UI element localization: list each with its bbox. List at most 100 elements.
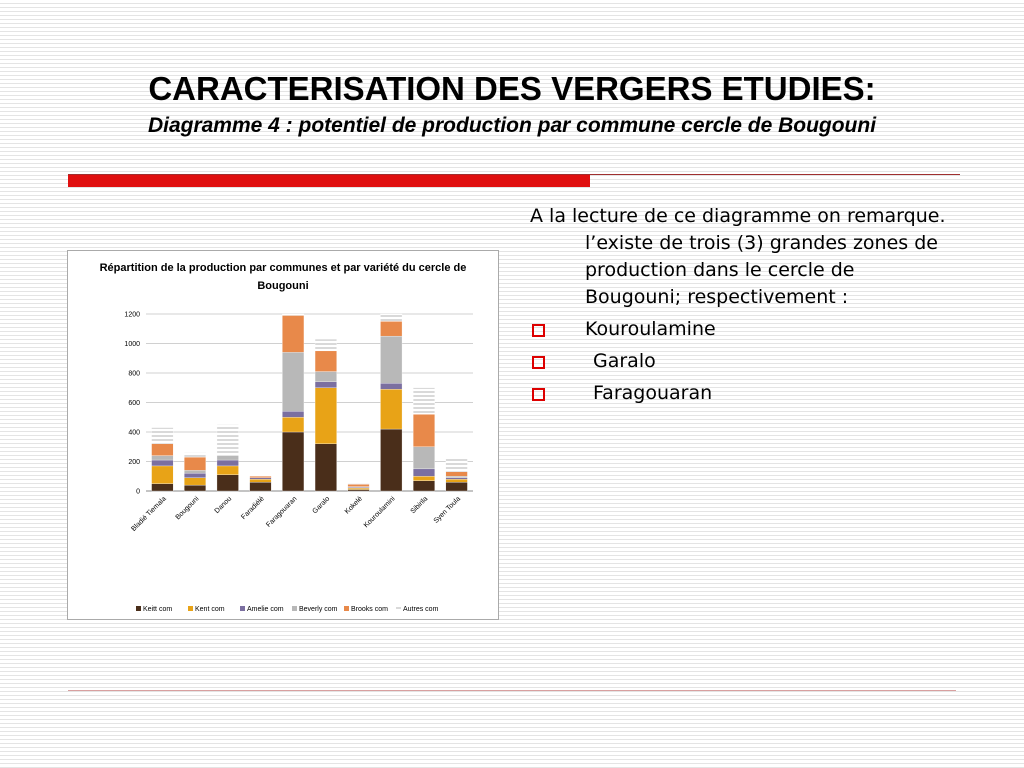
body-text: A la lecture de ce diagramme on remarque… — [530, 203, 950, 407]
bar-segment — [380, 383, 403, 390]
legend-swatch — [396, 606, 401, 611]
bar-segment — [347, 484, 370, 487]
bullet-text: Garalo — [593, 350, 656, 372]
x-tick-label: Kouroulamini — [363, 495, 397, 529]
bar-segment — [347, 483, 370, 485]
bar-segment — [314, 443, 337, 492]
bar-segment — [151, 455, 174, 461]
legend-label: Keitt com — [143, 606, 172, 613]
bar-segment — [282, 315, 305, 353]
bar-segment — [151, 465, 174, 484]
bullet-text: Faragouaran — [593, 382, 713, 404]
bullet: Faragouaran — [530, 380, 950, 407]
legend-swatch — [292, 606, 297, 611]
bar-segment — [184, 473, 206, 478]
y-tick-label: 400 — [128, 430, 140, 437]
x-tick-label: Danou — [214, 495, 234, 515]
bar-segment — [380, 321, 403, 337]
bullet-icon — [532, 388, 545, 401]
bar-segment — [445, 477, 468, 480]
bar-segment — [445, 476, 468, 478]
bar-segment — [184, 456, 206, 471]
legend-swatch — [240, 606, 245, 611]
y-tick-label: 200 — [128, 459, 140, 466]
bar-segment — [216, 455, 239, 461]
legend-label: Brooks com — [351, 606, 388, 613]
bar-segment — [184, 477, 206, 486]
y-tick-label: 1200 — [124, 312, 140, 319]
bar-segment — [380, 335, 403, 384]
bar-segment — [413, 446, 435, 470]
bar-segment — [151, 427, 174, 444]
bullet: Garalo — [530, 348, 950, 375]
bar-segment — [380, 428, 403, 492]
bar-segment — [413, 387, 435, 415]
y-tick-label: 0 — [136, 489, 140, 496]
red-bar — [68, 175, 590, 187]
bar-segment — [380, 389, 403, 430]
bar-segment — [282, 431, 305, 492]
title-rule — [68, 174, 960, 175]
legend-swatch — [188, 606, 193, 611]
bullet-icon — [532, 356, 545, 369]
bar-segment — [314, 350, 337, 372]
footer-rule — [68, 690, 956, 691]
x-tick-label: Faradiélé — [240, 495, 266, 521]
y-tick-label: 600 — [128, 400, 140, 407]
bar-segment — [445, 471, 468, 477]
slide-subtitle: Diagramme 4 : potentiel de production pa… — [147, 114, 877, 137]
x-tick-label: Bougouni — [175, 495, 201, 521]
bar-segment — [216, 474, 239, 492]
bar-segment — [314, 338, 337, 352]
bar-segment — [249, 481, 272, 492]
bar-segment — [151, 459, 174, 467]
legend-label: Kent com — [195, 606, 225, 613]
bar-segment — [282, 313, 305, 316]
x-tick-label: Garalo — [311, 495, 331, 515]
bar-segment — [445, 481, 468, 492]
legend-label: Amelie com — [247, 606, 284, 613]
bar-segment — [282, 352, 305, 412]
x-tick-label: Bladié Tiemala — [130, 495, 167, 532]
x-tick-label: Kokelé — [344, 495, 364, 515]
bar-segment — [413, 476, 435, 481]
bar-segment — [184, 484, 206, 492]
bar-segment — [184, 452, 206, 458]
bar-segment — [249, 477, 272, 480]
bar-segment — [380, 313, 403, 322]
bar-segment — [216, 424, 239, 456]
y-tick-label: 800 — [128, 371, 140, 378]
x-tick-label: Syen Toula — [433, 495, 462, 524]
bar-segment — [314, 387, 337, 444]
intro: A la lecture de ce diagramme on remarque… — [530, 205, 946, 308]
bar-segment — [413, 414, 435, 447]
legend-label: Autres com — [403, 606, 439, 613]
bar-segment — [314, 381, 337, 388]
bar-segment — [413, 468, 435, 477]
bar-segment — [314, 371, 337, 383]
legend-label: Beverly com — [299, 606, 338, 613]
bar-segment — [151, 443, 174, 456]
slide-title: CARACTERISATION DES VERGERS ETUDIES: — [148, 70, 876, 107]
bar-segment — [347, 489, 370, 492]
bar-segment — [184, 470, 206, 474]
bar-segment — [249, 476, 272, 478]
x-tick-label: Faragouaran — [265, 495, 298, 528]
chart-box: Répartition de la production par commune… — [67, 250, 499, 620]
chart: 0 200 400 600 800 1000 1200 Bladié Tiemala Bougo… — [124, 312, 473, 613]
bullet-text: Kouroulamine — [585, 318, 716, 340]
bar-segment — [282, 411, 305, 418]
bar-segment — [445, 456, 468, 472]
bar-segment — [282, 417, 305, 433]
bullet: Kouroulamine — [530, 316, 950, 343]
bar-segment — [249, 479, 272, 483]
bullet-icon — [532, 324, 545, 337]
bar-segment — [445, 479, 468, 483]
bar-segment — [413, 480, 435, 492]
legend-swatch — [136, 606, 141, 611]
bar-segment — [216, 459, 239, 467]
bar-segment — [151, 483, 174, 492]
legend-swatch — [344, 606, 349, 611]
bar-segment — [347, 487, 370, 490]
